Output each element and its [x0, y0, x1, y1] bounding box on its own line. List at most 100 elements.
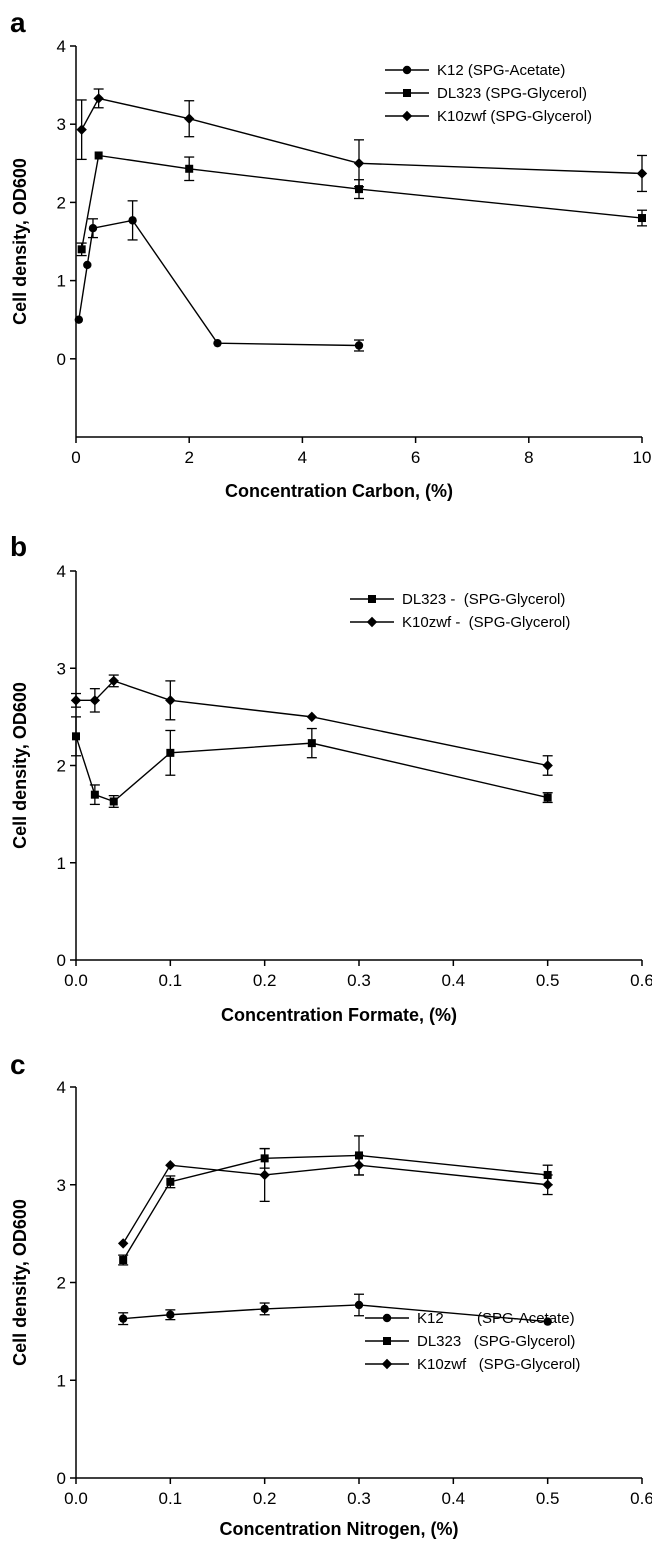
legend-marker: [366, 616, 378, 628]
y-tick-label: 2: [57, 1274, 66, 1293]
legend-entry: DL323 (SPG-Glycerol): [417, 1333, 575, 1350]
legend-entry: K10zwf - (SPG-Glycerol): [402, 614, 570, 631]
data-point: [83, 260, 92, 270]
data-point: [355, 185, 363, 194]
data-point: [354, 1300, 364, 1310]
data-point: [542, 760, 553, 771]
legend-entry: K10zwf (SPG-Glycerol): [437, 108, 592, 125]
x-tick-label: 0.2: [253, 1489, 277, 1508]
y-tick-label: 3: [57, 115, 66, 134]
data-point: [542, 1179, 553, 1190]
y-tick-label: 2: [57, 757, 66, 776]
series-diamond: [76, 88, 648, 193]
y-tick-label: 4: [57, 562, 66, 581]
series-circle: [118, 1293, 552, 1326]
legend-marker: [403, 89, 411, 97]
series-square: [76, 151, 647, 257]
data-point: [89, 695, 101, 706]
data-point: [353, 1160, 365, 1171]
legend-entry: K12 (SPG-Acetate): [417, 1310, 575, 1327]
data-point: [90, 790, 99, 799]
series-line: [122, 1164, 548, 1244]
data-point: [118, 1314, 128, 1323]
data-point: [260, 1304, 269, 1314]
data-point: [638, 214, 646, 223]
data-point: [109, 797, 118, 806]
panel-letter: b: [10, 531, 27, 562]
panel-b: b 0 1 2 3 4 0.0 0.1 0.2 0.3 0.4 0.5 0.6 Concentration…: [10, 531, 652, 1025]
panel-c: c 0 1 2 3 4 0.0 0.1 0.2 0.3 0.4 0.5 0.6 Concentration…: [10, 1049, 652, 1539]
x-tick-label: 0.0: [64, 1489, 88, 1508]
legend-entry: DL323 - (SPG-Glycerol): [402, 591, 565, 608]
x-tick-label: 0.1: [159, 971, 183, 990]
legend-entry: K10zwf (SPG-Glycerol): [417, 1356, 580, 1373]
series-line: [122, 1154, 548, 1261]
data-point: [93, 93, 104, 104]
legend-entry: K12 (SPG-Acetate): [437, 62, 565, 79]
data-point: [166, 748, 175, 757]
legend-marker: [383, 1337, 391, 1345]
x-tick-label: 0.5: [536, 971, 560, 990]
y-tick-label: 3: [57, 1176, 66, 1195]
x-tick-label: 0.3: [347, 1489, 371, 1508]
legend-marker: [381, 1358, 393, 1370]
series-diamond: [117, 1147, 553, 1249]
data-point: [76, 124, 87, 135]
data-point: [543, 1317, 552, 1326]
legend-marker: [401, 110, 413, 122]
data-point: [306, 711, 318, 723]
series-line: [78, 219, 360, 347]
data-point: [354, 341, 364, 350]
x-tick-label: 0.0: [64, 971, 88, 990]
x-tick-label: 0: [71, 448, 80, 467]
x-tick-label: 4: [298, 448, 307, 467]
data-point: [259, 1169, 270, 1181]
x-tick-label: 0.5: [536, 1489, 560, 1508]
data-point: [165, 695, 176, 706]
legend-marker: [402, 65, 412, 75]
y-tick-label: 4: [57, 37, 66, 56]
y-tick-label: 0: [57, 951, 66, 970]
panel-letter: a: [10, 7, 26, 38]
x-tick-label: 10: [633, 448, 652, 467]
y-tick-label: 2: [57, 193, 66, 212]
data-point: [88, 224, 98, 233]
y-tick-label: 4: [57, 1078, 66, 1097]
x-axis-title: Concentration Carbon, (%): [225, 481, 453, 501]
legend-marker: [382, 1313, 392, 1323]
data-point: [307, 739, 316, 748]
y-tick-label: 1: [57, 854, 66, 873]
x-tick-label: 2: [184, 448, 193, 467]
x-tick-label: 0.1: [159, 1489, 183, 1508]
y-tick-label: 0: [57, 350, 66, 369]
data-point: [165, 1160, 176, 1171]
data-point: [543, 793, 552, 802]
series-diamond: [70, 674, 553, 776]
data-point: [70, 695, 82, 706]
x-tick-label: 0.4: [442, 1489, 466, 1508]
x-tick-label: 0.4: [442, 971, 466, 990]
data-point: [74, 315, 84, 324]
y-axis-title: Cell density, OD600: [10, 158, 30, 325]
data-point: [94, 151, 103, 160]
data-point: [184, 113, 195, 124]
data-point: [128, 216, 137, 225]
data-point: [77, 245, 86, 254]
series-square: [71, 716, 553, 808]
series-circle: [74, 200, 364, 352]
data-point: [636, 168, 648, 179]
data-point: [108, 675, 119, 687]
data-point: [166, 1310, 175, 1319]
x-tick-label: 0.6: [630, 971, 652, 990]
panel-a: a 0 1 2 3 4 0 2 4 6 8 10 Concentration Carbon, (%) Ce…: [10, 7, 651, 501]
data-point: [119, 1256, 128, 1265]
y-tick-label: 0: [57, 1469, 66, 1488]
data-point: [185, 164, 194, 173]
data-point: [117, 1238, 129, 1249]
x-tick-label: 8: [524, 448, 533, 467]
data-point: [72, 732, 80, 741]
data-point: [166, 1177, 175, 1186]
x-tick-label: 0.6: [630, 1489, 652, 1508]
y-axis-title: Cell density, OD600: [10, 682, 30, 849]
